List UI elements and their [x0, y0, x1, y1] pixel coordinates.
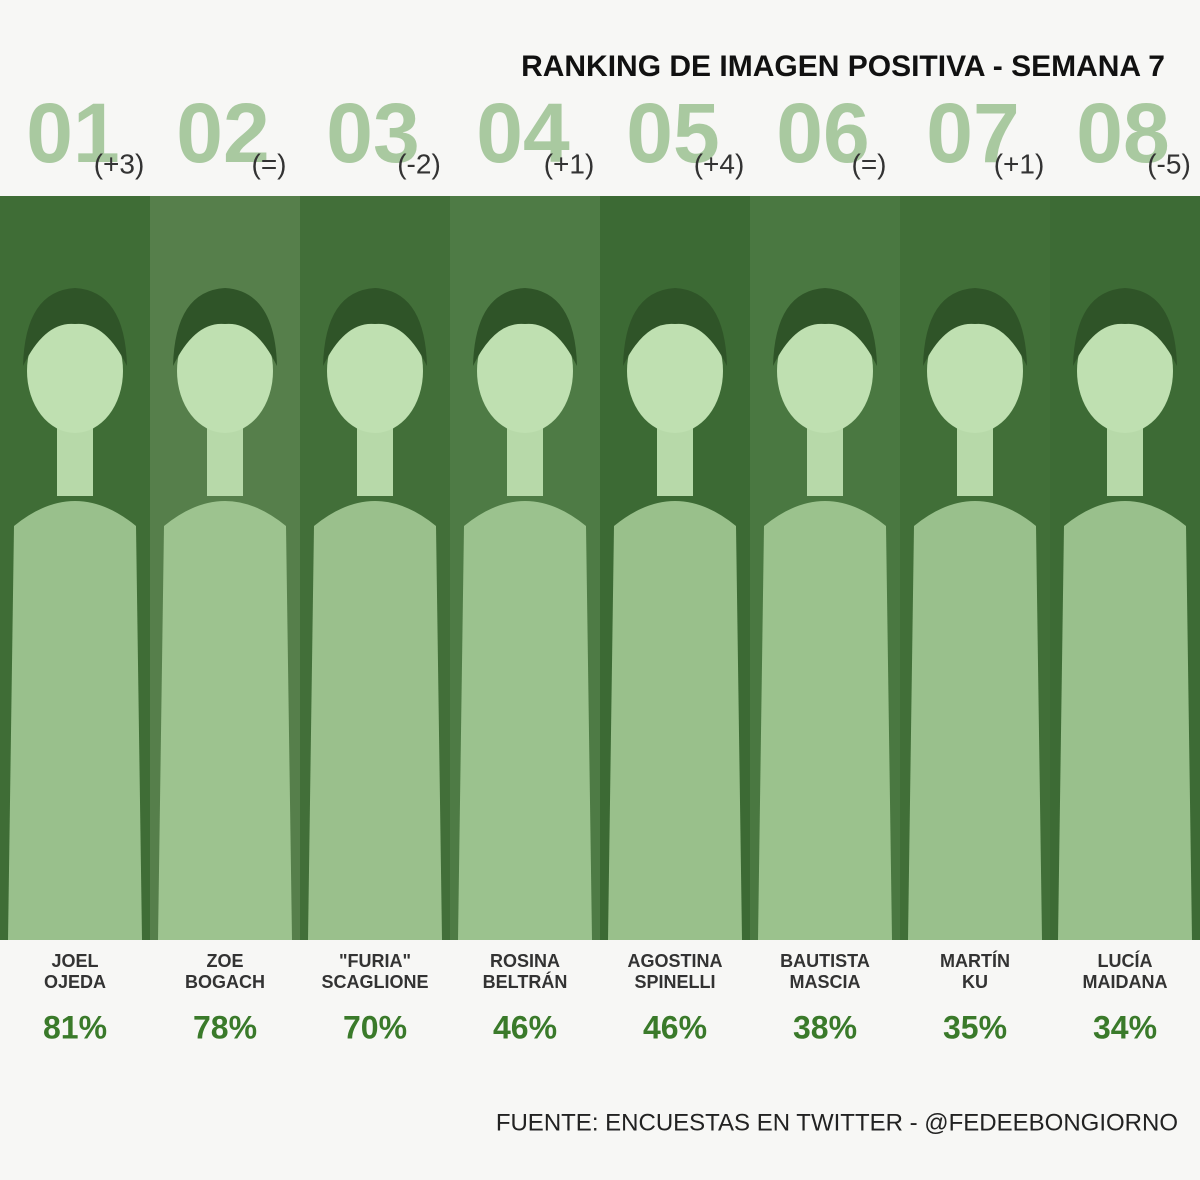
portrait-head — [327, 309, 423, 433]
portrait-hair — [773, 288, 877, 366]
portrait-head — [927, 309, 1023, 433]
rank-change: (-2) — [397, 148, 441, 179]
portrait-body — [608, 501, 742, 940]
rank-number: 07 — [926, 86, 1019, 180]
contestant-name: JOEL — [51, 951, 98, 971]
rank-change: (+3) — [94, 148, 145, 179]
portrait-body — [8, 501, 142, 940]
portrait-head — [627, 309, 723, 433]
portrait-neck — [957, 426, 993, 496]
portrait-body — [308, 501, 442, 940]
percent: 46% — [493, 1009, 557, 1045]
portrait-neck — [657, 426, 693, 496]
rank-change: (+1) — [544, 148, 595, 179]
portrait-head — [777, 309, 873, 433]
contestant-name: OJEDA — [44, 972, 106, 992]
portrait-head — [477, 309, 573, 433]
percent: 38% — [793, 1009, 857, 1045]
portrait-hair — [173, 288, 277, 366]
portrait-hair — [623, 288, 727, 366]
percent: 34% — [1093, 1009, 1157, 1045]
rank-number: 05 — [626, 86, 719, 180]
contestant-name: MARTÍN — [940, 950, 1010, 971]
contestant-name: ZOE — [206, 951, 243, 971]
portrait-head — [1077, 309, 1173, 433]
contestant-name: BELTRÁN — [483, 971, 568, 992]
portrait-body — [1058, 501, 1192, 940]
portrait-head — [27, 309, 123, 433]
portrait-neck — [507, 426, 543, 496]
portrait-neck — [57, 426, 93, 496]
contestant-name: MAIDANA — [1083, 972, 1168, 992]
percent: 35% — [943, 1009, 1007, 1045]
contestant-name: KU — [962, 972, 988, 992]
contestant-name: BAUTISTA — [780, 951, 870, 971]
portrait-body — [758, 501, 892, 940]
percent: 81% — [43, 1009, 107, 1045]
rank-change: (=) — [852, 148, 887, 179]
portrait-neck — [357, 426, 393, 496]
contestant-name: MASCIA — [790, 972, 861, 992]
rank-number: 08 — [1076, 86, 1169, 180]
contestant-name: SCAGLIONE — [321, 972, 428, 992]
percent: 70% — [343, 1009, 407, 1045]
rank-number: 02 — [176, 86, 269, 180]
portrait-hair — [1073, 288, 1177, 366]
portrait-hair — [923, 288, 1027, 366]
contestant-name: LUCÍA — [1098, 950, 1153, 971]
portrait-neck — [207, 426, 243, 496]
portrait-neck — [807, 426, 843, 496]
portrait-hair — [23, 288, 127, 366]
contestant-name: "FURIA" — [339, 951, 411, 971]
contestant-name: SPINELLI — [634, 972, 715, 992]
rank-number: 04 — [476, 86, 570, 180]
portrait-body — [158, 501, 292, 940]
source: FUENTE: ENCUESTAS EN TWITTER - @FEDEEBON… — [496, 1109, 1178, 1136]
contestant-name: AGOSTINA — [627, 951, 722, 971]
rank-change: (+4) — [694, 148, 745, 179]
title: RANKING DE IMAGEN POSITIVA - SEMANA 7 — [521, 50, 1165, 83]
portrait-body — [458, 501, 592, 940]
rank-number: 01 — [26, 86, 119, 180]
contestant-name: ROSINA — [490, 951, 560, 971]
rank-change: (+1) — [994, 148, 1045, 179]
portrait-hair — [473, 288, 577, 366]
rank-number: 06 — [776, 86, 869, 180]
contestant-name: BOGACH — [185, 972, 265, 992]
percent: 46% — [643, 1009, 707, 1045]
rank-change: (=) — [252, 148, 287, 179]
portrait-body — [908, 501, 1042, 940]
portrait-hair — [323, 288, 427, 366]
portrait-head — [177, 309, 273, 433]
rank-number: 03 — [326, 86, 419, 180]
percent: 78% — [193, 1009, 257, 1045]
rank-change: (-5) — [1147, 148, 1191, 179]
portrait-neck — [1107, 426, 1143, 496]
